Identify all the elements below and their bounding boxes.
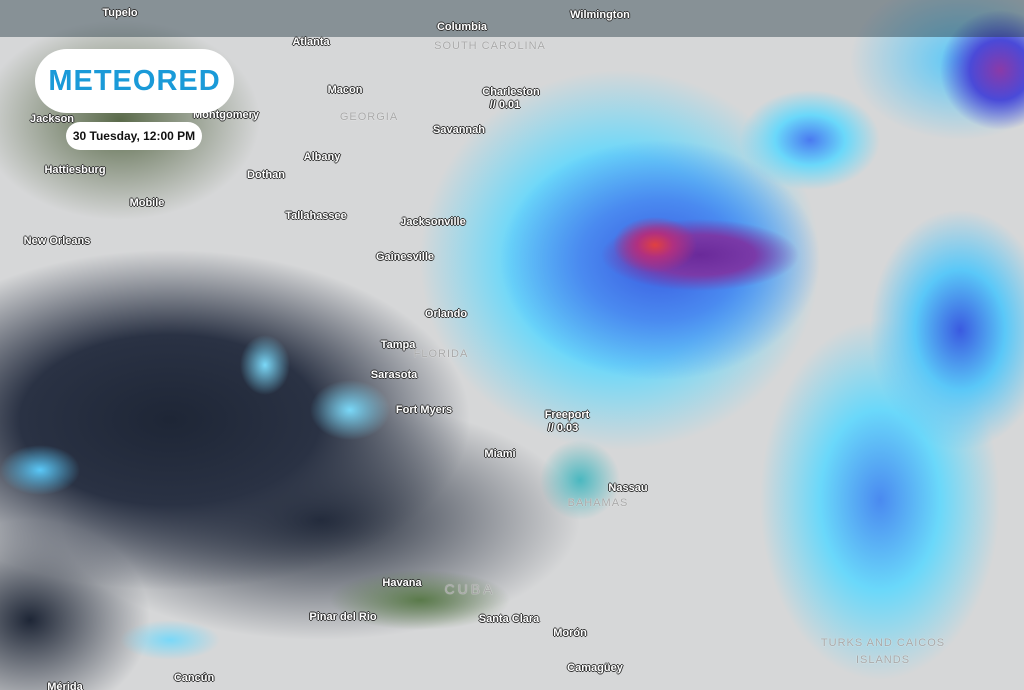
- city-label: Hattiesburg: [44, 164, 106, 176]
- region-label: SOUTH CAROLINA: [434, 40, 546, 52]
- city-label: Havana: [382, 577, 422, 589]
- city-label: Gainesville: [375, 251, 435, 263]
- city-label: Jackson: [29, 113, 75, 125]
- city-label: Nassau: [608, 482, 648, 494]
- region-label: GEORGIA: [339, 111, 399, 123]
- city-label: Orlando: [424, 308, 468, 320]
- region-label: BAHAMAS: [567, 497, 629, 509]
- top-overlay-band: [0, 0, 1024, 37]
- city-label: Pinar del Rio: [309, 611, 377, 623]
- city-label: Freeport: [544, 409, 590, 421]
- city-label: Savannah: [433, 124, 485, 136]
- city-label: Dothan: [247, 169, 285, 181]
- city-label: Charleston: [482, 86, 540, 98]
- city-label: Atlanta: [292, 36, 330, 48]
- region-label: CUBA: [444, 581, 496, 597]
- city-label: New Orleans: [23, 235, 91, 247]
- city-label: Morón: [553, 627, 587, 639]
- city-label: Jacksonville: [400, 216, 466, 228]
- city-label: Tampa: [380, 339, 416, 351]
- city-label: Mobile: [129, 197, 165, 209]
- meteored-logo: METEORED: [35, 49, 234, 113]
- rain-reading: // 0.03: [547, 422, 579, 434]
- city-label: Miami: [484, 448, 516, 460]
- city-label: Mérida: [47, 681, 83, 690]
- region-label: TURKS AND CAICOS: [820, 637, 946, 649]
- logo-text: METEORED: [48, 64, 221, 97]
- city-label: Sarasota: [370, 369, 418, 381]
- region-label: FLORIDA: [413, 348, 469, 360]
- city-label: Fort Myers: [395, 404, 453, 416]
- city-label: Tallahassee: [285, 210, 347, 222]
- city-label: Camagüey: [567, 662, 623, 674]
- city-label: Santa Clara: [478, 613, 540, 625]
- forecast-timestamp: 30 Tuesday, 12:00 PM: [66, 122, 202, 150]
- city-label: Wilmington: [570, 9, 630, 21]
- region-label: ISLANDS: [855, 654, 911, 666]
- city-label: Columbia: [436, 21, 488, 33]
- city-label: Cancún: [173, 672, 215, 684]
- rain-reading: // 0.01: [489, 99, 521, 111]
- city-label: Tupelo: [102, 7, 138, 19]
- city-label: Macon: [327, 84, 363, 96]
- city-label: Albany: [303, 151, 341, 163]
